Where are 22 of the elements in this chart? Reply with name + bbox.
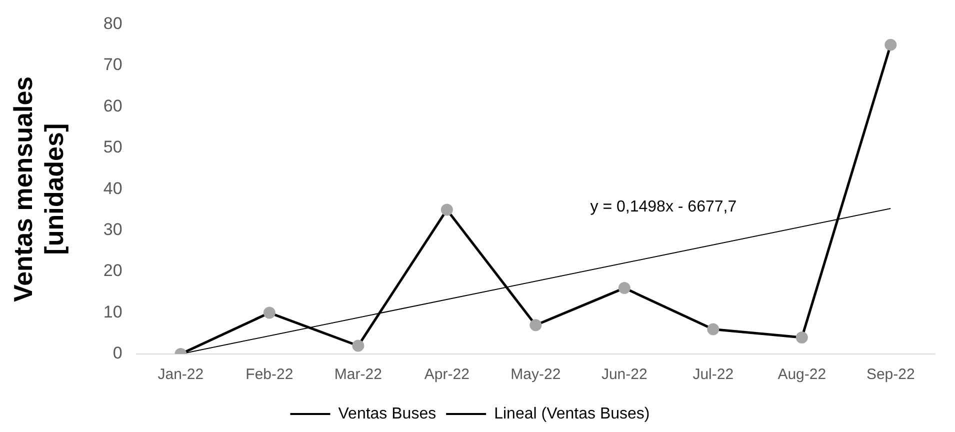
y-tick-label: 30 [103, 220, 122, 240]
y-tick-label: 70 [103, 55, 122, 74]
y-tick-label: 20 [103, 261, 122, 280]
x-tick-label: Mar-22 [334, 366, 382, 384]
y-tick-label: 60 [103, 96, 122, 116]
legend-label: Ventas Buses [338, 405, 436, 422]
y-tick-label: 0 [112, 344, 122, 363]
legend-label: Lineal (Ventas Buses) [494, 405, 650, 422]
annotation: y = 0,1498x - 6677,7 [590, 198, 737, 216]
x-tick-label: Jan-22 [158, 366, 204, 384]
y-tick-label: 80 [103, 14, 122, 33]
x-tick-label: May-22 [510, 366, 561, 384]
y-axis-title: Ventas mensuales [unidades] [8, 76, 69, 302]
y-tick-label: 50 [103, 138, 122, 157]
x-tick-label: Aug-22 [778, 366, 826, 384]
x-tick-label: Apr-22 [424, 366, 470, 384]
x-tick-label: Jul-22 [692, 366, 734, 384]
x-tick-label: Sep-22 [866, 366, 915, 384]
y-tick-label: 10 [103, 302, 122, 322]
y-tick-label: 40 [103, 178, 122, 198]
x-tick-label: Feb-22 [246, 366, 294, 384]
x-tick-label: Jun-22 [601, 366, 648, 384]
